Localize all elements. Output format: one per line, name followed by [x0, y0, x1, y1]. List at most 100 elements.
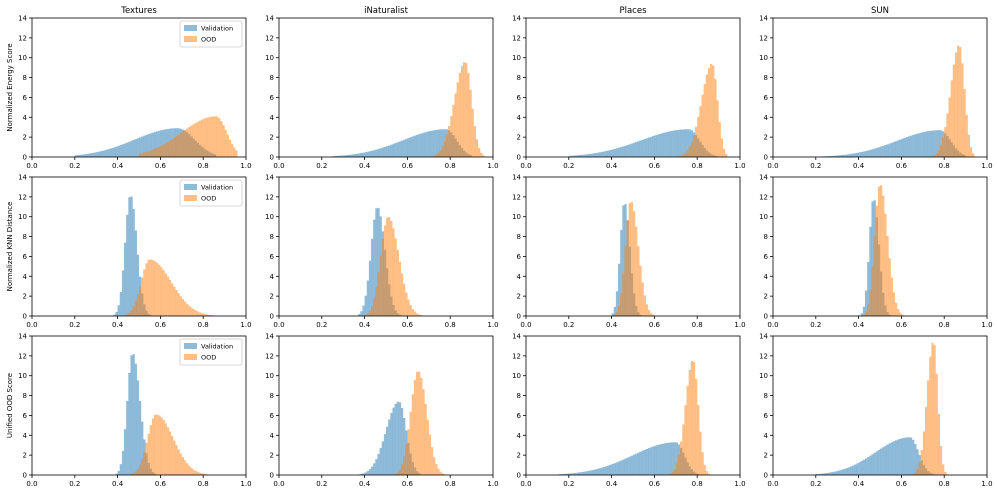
- histogram-bar: [628, 203, 631, 316]
- histogram-bar: [652, 446, 655, 475]
- histogram-bar: [662, 443, 666, 475]
- histogram-bar: [684, 129, 687, 157]
- histogram-bar: [594, 153, 597, 157]
- histogram-bar: [922, 132, 926, 157]
- histogram-bar: [392, 407, 395, 475]
- histogram-bar: [458, 72, 461, 157]
- histogram-bar: [179, 296, 182, 316]
- histogram-bar: [841, 154, 844, 157]
- y-tick-label: 4: [23, 114, 28, 122]
- y-tick-label: 4: [517, 432, 522, 440]
- histogram-bar: [482, 155, 485, 157]
- legend-label: Validation: [201, 25, 233, 33]
- histogram-bar: [216, 116, 219, 157]
- histogram-bar: [897, 140, 900, 157]
- x-tick-label: 0.2: [69, 480, 80, 488]
- histogram-bar: [177, 449, 180, 475]
- x-tick-label: 0.8: [939, 321, 950, 329]
- y-tick-label: 12: [759, 352, 768, 360]
- x-tick-label: 0.4: [606, 321, 618, 329]
- series-ood-5: [124, 259, 214, 316]
- y-tick-label: 6: [23, 94, 28, 102]
- y-tick-label: 6: [517, 253, 522, 261]
- y-tick-label: 2: [23, 134, 27, 142]
- subplot-10: 0.0 0.2 0.4 0.6 0.8 1.0 0 2 4 6 8 10 12 14: [265, 333, 498, 489]
- histogram-bar: [162, 270, 165, 316]
- histogram-bar: [424, 403, 427, 475]
- histogram-bar: [166, 276, 170, 316]
- histogram-bar: [171, 435, 174, 475]
- histogram-bar: [390, 144, 393, 157]
- histogram-bar: [697, 116, 700, 157]
- histogram-bar: [332, 156, 335, 157]
- x-tick-label: 0.2: [810, 321, 821, 329]
- histogram-bar: [175, 290, 178, 316]
- y-tick-label: 0: [270, 154, 274, 162]
- histogram-bar: [937, 150, 941, 157]
- histogram-bar: [394, 238, 397, 316]
- histogram-bar: [396, 249, 399, 316]
- histogram-bar: [87, 153, 90, 157]
- histogram-bar: [935, 373, 938, 475]
- histogram-bar: [688, 129, 691, 157]
- histogram-bar: [935, 153, 938, 157]
- histogram-bar: [871, 266, 874, 316]
- histogram-bar: [845, 468, 848, 475]
- y-tick-label: 0: [764, 313, 768, 321]
- histogram-bar: [141, 277, 144, 316]
- histogram-bar: [398, 261, 402, 316]
- x-tick-label: 0.4: [112, 321, 124, 329]
- histogram-bar: [375, 459, 378, 475]
- histogram-bar: [639, 140, 642, 157]
- histogram-bar: [413, 311, 417, 316]
- histogram-bar: [622, 205, 625, 316]
- histogram-bar: [196, 471, 200, 475]
- histogram-bar: [839, 155, 842, 157]
- histogram-bar: [126, 142, 129, 157]
- axes-frame: [772, 335, 988, 476]
- histogram-bar: [686, 385, 689, 475]
- histogram-bar: [570, 155, 574, 157]
- histogram-bar: [641, 139, 644, 157]
- histogram-bar: [635, 226, 638, 316]
- histogram-bar: [865, 458, 868, 475]
- histogram-bar: [211, 116, 214, 157]
- histogram-bar: [124, 429, 127, 475]
- y-tick-label: 8: [764, 392, 768, 400]
- histogram-bar: [156, 262, 159, 316]
- histogram-bar: [884, 213, 887, 316]
- histogram-bar: [585, 471, 589, 475]
- histogram-bar: [588, 154, 591, 157]
- histogram-bar: [398, 141, 402, 157]
- x-tick-label: 0.4: [606, 162, 618, 170]
- histogram-bar: [366, 471, 369, 475]
- histogram-bar: [858, 152, 861, 157]
- histogram-bar: [151, 149, 155, 157]
- histogram-bar: [673, 468, 676, 475]
- axes-frame: [525, 17, 741, 158]
- histogram-bar: [209, 116, 212, 157]
- histogram-bar: [469, 89, 472, 157]
- histogram-bar: [965, 114, 968, 157]
- histogram-bar: [815, 474, 819, 475]
- histogram-bar: [162, 419, 165, 475]
- histogram-bar: [641, 450, 644, 475]
- histogram-bar: [654, 135, 657, 157]
- histogram-bar: [570, 473, 574, 475]
- x-tick-label: 0.6: [155, 321, 167, 329]
- histogram-bar: [909, 135, 913, 157]
- histogram-bar: [856, 152, 859, 157]
- histogram-bar: [939, 130, 943, 157]
- y-tick-label: 12: [512, 34, 521, 42]
- y-tick-label: 8: [23, 233, 27, 241]
- histogram-bar: [675, 442, 679, 475]
- histogram-bar: [396, 401, 399, 475]
- y-tick-label: 8: [517, 74, 521, 82]
- histogram-bar: [867, 304, 870, 316]
- histogram-bar: [375, 149, 378, 157]
- y-tick-label: 8: [517, 392, 521, 400]
- x-tick-label: 1.0: [487, 321, 498, 329]
- histogram-bar: [188, 305, 191, 316]
- histogram-bar: [869, 149, 872, 157]
- histogram-bar: [725, 153, 728, 157]
